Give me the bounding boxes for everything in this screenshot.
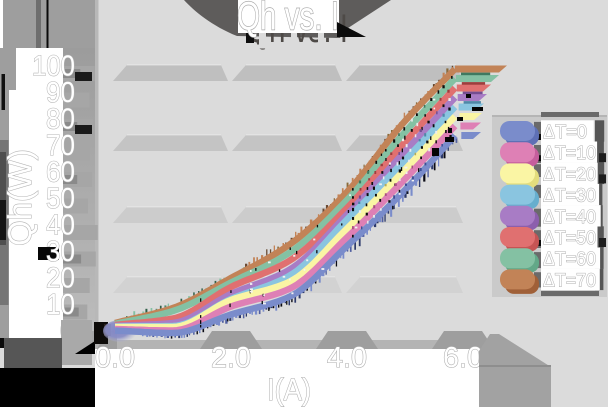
svg-text:2.0: 2.0 (211, 342, 251, 374)
svg-text:ΔT=10: ΔT=10 (543, 143, 596, 164)
svg-text:10: 10 (46, 289, 75, 321)
svg-text:ΔT=30: ΔT=30 (543, 186, 596, 207)
svg-text:ΔT=40: ΔT=40 (543, 207, 596, 228)
svg-text:Qh(W): Qh(W) (1, 149, 38, 246)
svg-text:ΔT=20: ΔT=20 (543, 164, 596, 185)
svg-text:40: 40 (46, 210, 75, 242)
svg-text:70: 70 (46, 130, 75, 162)
svg-text:100: 100 (32, 51, 75, 83)
svg-text:ΔT=50: ΔT=50 (543, 228, 596, 249)
svg-text:4.0: 4.0 (327, 342, 367, 374)
svg-text:0.0: 0.0 (95, 342, 135, 374)
svg-text:I(A): I(A) (267, 372, 311, 407)
svg-text:30: 30 (46, 236, 75, 268)
svg-text:50: 50 (46, 183, 75, 215)
svg-text:Qh vs. I: Qh vs. I (237, 0, 339, 39)
svg-text:80: 80 (46, 104, 75, 136)
svg-text:ΔT=70: ΔT=70 (543, 270, 596, 291)
svg-text:6.0: 6.0 (443, 342, 483, 374)
svg-text:ΔT=60: ΔT=60 (543, 249, 596, 270)
svg-text:90: 90 (46, 77, 75, 109)
svg-text:20: 20 (46, 263, 75, 295)
svg-text:ΔT=0: ΔT=0 (543, 122, 587, 143)
svg-text:60: 60 (46, 157, 75, 189)
